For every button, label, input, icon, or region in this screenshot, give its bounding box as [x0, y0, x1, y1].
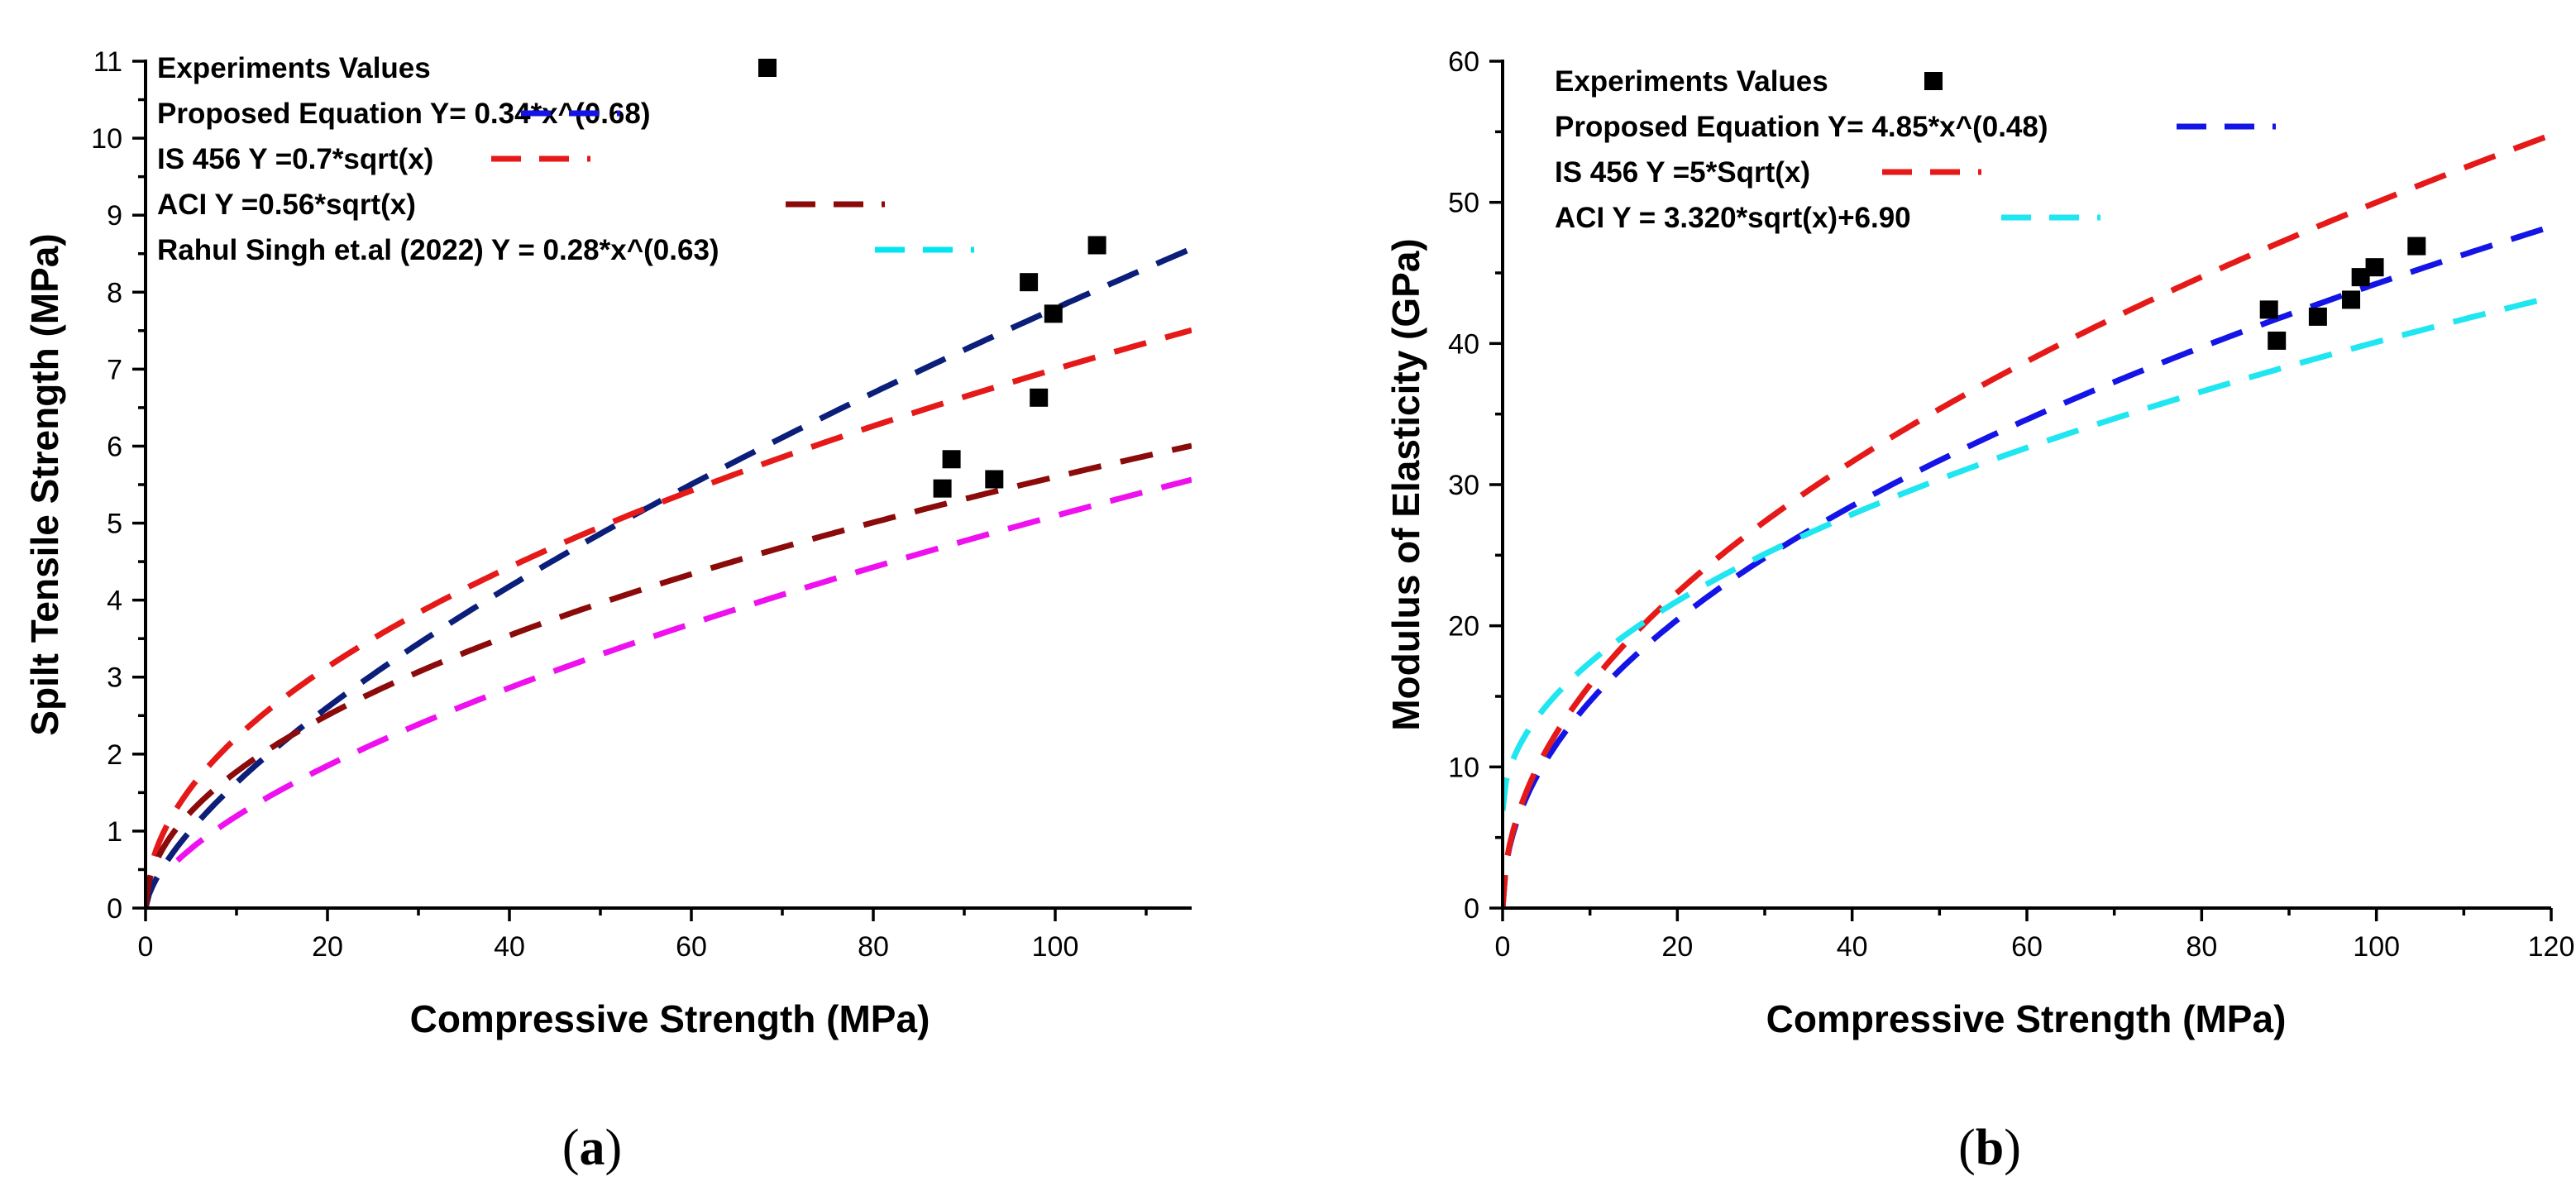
panel-label-paren-close: )	[2004, 1120, 2021, 1176]
legend-label: IS 456 Y =5*Sqrt(x)	[1555, 156, 1810, 189]
x-tick-label: 20	[312, 931, 343, 963]
y-tick-label: 3	[107, 662, 122, 694]
y-tick-label: 10	[91, 123, 122, 155]
x-tick-label: 100	[2353, 931, 2400, 963]
data-point	[2259, 300, 2278, 319]
data-point	[985, 470, 1004, 489]
x-tick-label: 0	[1495, 931, 1511, 963]
panel-label-letter: a	[580, 1120, 605, 1176]
y-axis-title: Modulus of Elasticity (GPa)	[1384, 238, 1427, 731]
legend-label: ACI Y =0.56*sqrt(x)	[157, 189, 416, 221]
data-point	[1044, 304, 1063, 323]
legend-marker	[1924, 72, 1943, 90]
y-tick-label: 6	[107, 431, 122, 462]
y-tick-label: 9	[107, 200, 122, 232]
curve-series-2	[146, 327, 1192, 908]
x-tick-label: 100	[1032, 931, 1079, 963]
data-point	[1087, 236, 1106, 255]
curve-series-1	[146, 246, 1192, 908]
y-tick-label: 2	[107, 739, 122, 771]
y-tick-label: 40	[1448, 328, 1479, 360]
legend-label: IS 456 Y =0.7*sqrt(x)	[157, 143, 433, 175]
x-tick-label: 80	[2186, 931, 2217, 963]
y-tick-label: 30	[1448, 470, 1479, 501]
curve-series-1	[1503, 223, 2551, 908]
legend-marker	[758, 59, 777, 77]
y-tick-label: 5	[107, 509, 122, 540]
y-tick-label: 7	[107, 354, 122, 385]
x-tick-label: 60	[676, 931, 707, 963]
panel-label-paren-open: (	[562, 1120, 580, 1176]
y-tick-label: 10	[1448, 752, 1479, 783]
y-tick-label: 11	[93, 46, 122, 78]
data-point	[933, 479, 952, 498]
data-point	[2308, 307, 2327, 326]
y-tick-label: 60	[1448, 46, 1479, 78]
data-point	[942, 450, 961, 469]
curve-series-4	[175, 476, 1192, 863]
x-tick-label: 40	[494, 931, 525, 963]
y-tick-label: 50	[1448, 188, 1479, 219]
x-tick-label: 20	[1661, 931, 1693, 963]
x-tick-label: 40	[1837, 931, 1868, 963]
panel-label-paren-close: )	[605, 1120, 623, 1176]
panel-label-letter: b	[1976, 1120, 2004, 1176]
y-tick-label: 1	[107, 816, 122, 848]
x-axis-title: Compressive Strength (MPa)	[410, 997, 930, 1040]
y-axis-title: Spilt Tensile Strength (MPa)	[23, 233, 66, 735]
x-tick-label: 60	[2011, 931, 2043, 963]
legend-label: Experiments Values	[1555, 65, 1828, 98]
curve-series-2	[1503, 131, 2551, 908]
data-point	[2365, 258, 2384, 277]
y-tick-label: 0	[1464, 893, 1479, 925]
y-tick-label: 8	[107, 277, 122, 308]
curve-series-3	[146, 442, 1192, 908]
x-tick-label: 80	[858, 931, 889, 963]
panel-label-paren-open: (	[1958, 1120, 1976, 1176]
data-point	[2407, 237, 2426, 256]
legend-label: ACI Y = 3.320*sqrt(x)+6.90	[1555, 202, 1911, 234]
chart-panel-b: 0 20 40 60 80 100 120 0 10 20 30 40 50 60 Compressive …	[1384, 46, 2574, 1176]
y-tick-label: 4	[107, 586, 122, 617]
x-tick-label: 0	[138, 931, 154, 963]
legend-label: Proposed Equation Y= 0.34*x^(0.68)	[157, 98, 651, 130]
panel-label: (a)	[562, 1120, 622, 1176]
panel-label: (b)	[1958, 1120, 2021, 1176]
data-point	[2351, 268, 2370, 287]
y-tick-label: 20	[1448, 611, 1479, 643]
data-point	[2268, 331, 2287, 350]
data-point	[1020, 273, 1039, 292]
chart-panel-a: 0 20 40 60 80 100 0 1 2 3 4 5 6 7 8 9 10 11 Compressive St…	[23, 46, 1192, 1176]
legend-label: Proposed Equation Y= 4.85*x^(0.48)	[1555, 111, 2048, 143]
data-point	[1030, 388, 1049, 407]
x-axis-title: Compressive Strength (MPa)	[1766, 997, 2287, 1040]
data-point	[2342, 290, 2361, 309]
x-tick-label: 120	[2528, 931, 2575, 963]
y-tick-label: 0	[107, 893, 122, 925]
legend-label: Rahul Singh et.al (2022) Y = 0.28*x^(0.6…	[157, 234, 719, 266]
curve-series-3	[1503, 294, 2551, 811]
legend-label: Experiments Values	[157, 52, 431, 84]
